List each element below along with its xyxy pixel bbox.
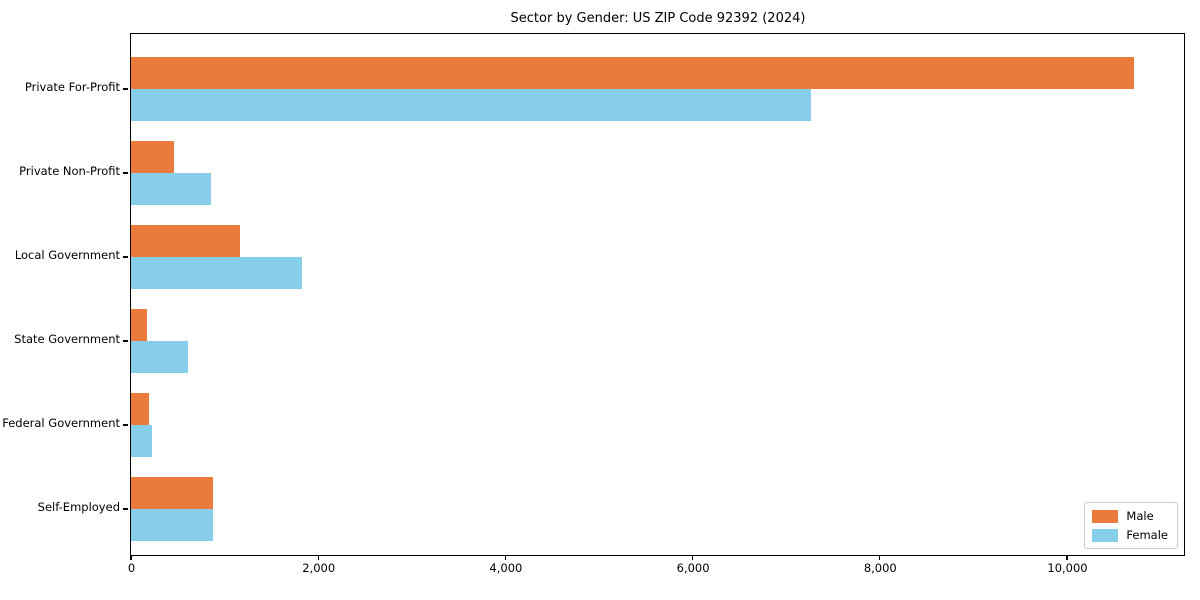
y-tick-label-private-for-profit: Private For-Profit xyxy=(24,80,120,94)
x-tick-mark xyxy=(130,555,132,560)
legend: Male Female xyxy=(1084,502,1178,549)
legend-swatch-female xyxy=(1092,528,1119,542)
bar-male-self-employed xyxy=(131,477,214,509)
y-tick-label-local-government: Local Government xyxy=(14,248,120,262)
y-tick-mark xyxy=(123,172,128,174)
bar-female-private-for-profit xyxy=(131,89,811,121)
y-tick-label-state-government: State Government xyxy=(14,332,120,346)
bar-female-local-government xyxy=(131,257,303,289)
x-tick-mark xyxy=(1066,555,1068,560)
x-tick-mark xyxy=(504,555,507,560)
x-tick-label-10-000: 10,000 xyxy=(1047,561,1088,575)
y-tick-mark xyxy=(123,508,128,510)
bar-male-local-government xyxy=(131,225,241,257)
x-tick-label-4-000: 4,000 xyxy=(489,561,523,575)
y-tick-mark xyxy=(123,256,128,258)
x-tick-mark xyxy=(879,555,881,560)
legend-label-male: Male xyxy=(1126,509,1154,523)
x-tick-mark xyxy=(691,555,694,560)
legend-label-female: Female xyxy=(1126,528,1168,542)
y-tick-mark xyxy=(123,424,128,426)
y-tick-mark xyxy=(123,88,128,90)
y-tick-label-self-employed: Self-Employed xyxy=(37,500,120,514)
legend-swatch-male xyxy=(1092,509,1119,523)
bar-male-state-government xyxy=(131,309,148,341)
x-tick-label-0: 0 xyxy=(127,561,136,575)
x-tick-label-8-000: 8,000 xyxy=(863,561,897,575)
chart-title: Sector by Gender: US ZIP Code 92392 (202… xyxy=(510,11,806,26)
bar-female-private-non-profit xyxy=(131,173,211,205)
bar-male-federal-government xyxy=(131,393,150,425)
bar-male-private-for-profit xyxy=(131,57,1134,89)
bar-female-self-employed xyxy=(131,509,213,541)
plot-area: Male Female xyxy=(123,33,1185,560)
bar-male-private-non-profit xyxy=(131,141,174,173)
x-tick-label-6-000: 6,000 xyxy=(676,561,710,575)
legend-item-male: Male xyxy=(1092,509,1168,523)
y-tick-label-private-non-profit: Private Non-Profit xyxy=(19,164,120,178)
x-tick-label-2-000: 2,000 xyxy=(302,561,336,575)
y-tick-label-federal-government: Federal Government xyxy=(2,416,120,430)
y-tick-mark xyxy=(123,340,128,342)
legend-item-female: Female xyxy=(1092,528,1168,542)
x-tick-mark xyxy=(317,555,319,560)
bar-female-state-government xyxy=(131,341,189,373)
bar-female-federal-government xyxy=(131,425,153,457)
